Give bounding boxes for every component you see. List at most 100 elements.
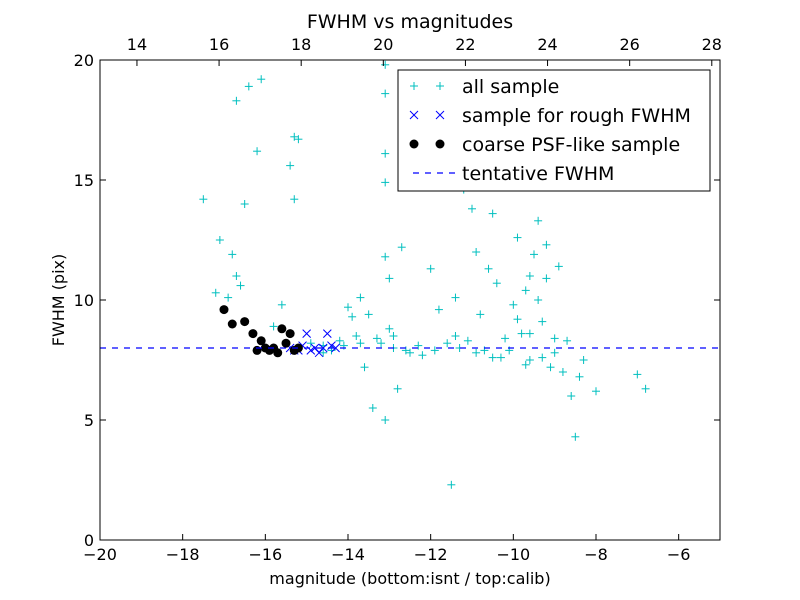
- all-sample-point: [509, 300, 518, 309]
- all-sample-point: [372, 334, 381, 343]
- plot-inner: [100, 60, 720, 489]
- all-sample-point: [571, 432, 580, 441]
- all-sample-point: [253, 147, 262, 156]
- legend-swatch-sample-for-rough-fwhm: [435, 110, 445, 120]
- all-sample-point: [558, 368, 567, 376]
- all-sample-point: [356, 339, 365, 348]
- y-tick-label: 20: [74, 51, 94, 70]
- all-sample-point: [530, 250, 538, 259]
- all-sample-point: [451, 293, 460, 302]
- all-sample-point: [356, 293, 365, 302]
- plot-area: [100, 60, 720, 489]
- all-sample-point: [488, 209, 497, 218]
- all-sample-point: [426, 264, 435, 273]
- all-sample-point: [443, 339, 452, 348]
- all-sample-point: [269, 322, 278, 331]
- all-sample-point: [290, 132, 299, 141]
- all-sample-point: [592, 387, 600, 396]
- sample-for-rough-fwhm-point: [331, 343, 340, 353]
- all-sample-point: [277, 300, 286, 309]
- all-sample-point: [472, 348, 481, 357]
- x-tick-label: −16: [248, 545, 282, 564]
- y-axis-label: FWHM (pix): [49, 254, 68, 347]
- all-sample-point: [525, 329, 534, 338]
- all-sample-point: [211, 288, 220, 297]
- all-sample-point: [476, 310, 485, 319]
- ticks-layer: −20 −18 −16 −14 −12 −10 −8 −6 0 5 10 15 20 14 16 18 20 22…: [74, 35, 722, 564]
- all-sample-point: [521, 360, 530, 369]
- all-sample-point: [538, 353, 547, 362]
- all-sample-point: [513, 315, 522, 324]
- all-sample-point: [538, 317, 547, 326]
- all-sample-point: [393, 384, 402, 393]
- all-sample-point: [563, 336, 572, 345]
- all-sample-point: [430, 346, 439, 355]
- all-sample-point: [579, 356, 588, 364]
- all-sample-point: [294, 135, 303, 144]
- all-sample-point: [525, 272, 534, 280]
- sample-for-rough-fwhm-point: [302, 329, 312, 338]
- all-sample-point: [463, 336, 472, 345]
- all-sample-point: [257, 75, 266, 84]
- x-tick-label: −10: [496, 545, 530, 564]
- x-tick-label: −6: [667, 545, 691, 564]
- all-sample-point: [468, 204, 476, 213]
- all-sample-point: [364, 310, 373, 319]
- all-sample-point: [575, 372, 584, 381]
- y-tick-label: 15: [74, 171, 94, 190]
- coarse-psf-like-sample-series: [219, 305, 303, 358]
- all-sample-point: [633, 370, 642, 379]
- all-sample-point: [472, 248, 481, 256]
- legend-swatch-sample-for-rough-fwhm: [409, 110, 419, 120]
- all-sample-point: [381, 149, 390, 158]
- all-sample-point: [385, 274, 394, 283]
- top-tick-label: 24: [537, 35, 557, 54]
- x-tick-label: −20: [83, 545, 117, 564]
- all-sample-point: [434, 305, 443, 314]
- sample-for-rough-fwhm-series: [285, 329, 340, 358]
- legend-swatch-coarse-psf-like-sample: [409, 139, 419, 149]
- coarse-psf-like-sample-point: [227, 319, 237, 329]
- legend-label-all-sample: all sample: [462, 76, 559, 98]
- legend-swatch-all-sample: [410, 82, 418, 90]
- all-sample-point: [368, 404, 377, 412]
- legend-entries: all sample sample for rough FWHM coarse PS…: [409, 76, 691, 185]
- legend-box: [397, 69, 711, 192]
- all-sample-point: [352, 332, 361, 340]
- all-sample-point: [377, 339, 386, 348]
- all-sample-point: [525, 356, 534, 364]
- x-tick-label: −18: [166, 545, 200, 564]
- x-tick-label: −12: [414, 545, 448, 564]
- all-sample-point: [215, 236, 224, 244]
- all-sample-point: [484, 264, 493, 273]
- all-sample-point: [360, 363, 369, 372]
- all-sample-point: [641, 384, 650, 393]
- all-sample-point: [232, 272, 241, 280]
- all-sample-point: [348, 312, 357, 321]
- y-tick-label: 10: [74, 291, 94, 310]
- sample-for-rough-fwhm-point: [318, 343, 328, 353]
- top-tick-label: 22: [455, 35, 475, 54]
- all-sample-point: [397, 243, 406, 252]
- all-sample-point: [389, 332, 398, 340]
- all-sample-point: [488, 353, 497, 362]
- coarse-psf-like-sample-point: [281, 338, 291, 348]
- x-tick-label: −14: [331, 545, 365, 564]
- coarse-psf-like-sample-point: [285, 329, 295, 339]
- all-sample-point: [418, 351, 427, 360]
- all-sample-point: [290, 195, 299, 204]
- all-sample-point: [335, 336, 344, 345]
- x-axis-label: magnitude (bottom:isnt / top:calib): [269, 569, 550, 588]
- all-sample-point: [567, 392, 576, 400]
- all-sample-point: [381, 60, 390, 69]
- all-sample-point: [534, 216, 543, 225]
- all-sample-point: [244, 82, 253, 91]
- all-sample-point: [517, 329, 526, 338]
- top-tick-label: 14: [127, 35, 147, 54]
- legend-swatch-all-sample: [436, 82, 444, 90]
- all-sample-point: [447, 480, 456, 489]
- legend: all sample sample for rough FWHM coarse PS…: [397, 69, 711, 192]
- top-tick-label: 20: [373, 35, 393, 54]
- all-sample-point: [240, 200, 249, 208]
